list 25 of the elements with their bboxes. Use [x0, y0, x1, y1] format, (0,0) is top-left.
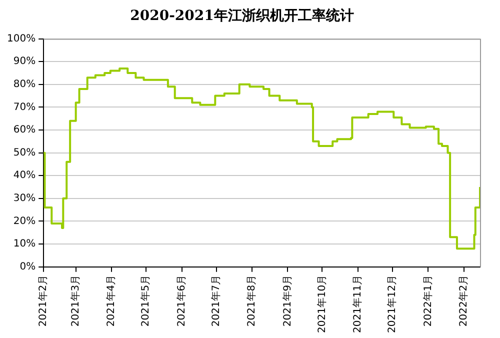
- chart-title: 2020-2021年江浙织机开工率统计: [130, 7, 354, 24]
- x-tick-label: 2021年8月: [246, 274, 258, 327]
- x-tick-label: 2021年7月: [210, 274, 222, 327]
- y-tick-label: 50%: [13, 147, 36, 158]
- x-tick-label: 2021年2月: [37, 274, 50, 327]
- y-tick-label: 80%: [13, 79, 36, 90]
- y-tick-label: 20%: [13, 216, 36, 227]
- y-tick-label: 60%: [13, 124, 36, 136]
- x-tick-label: 2021年10月: [316, 274, 328, 334]
- x-tick-label: 2021年12月: [386, 274, 398, 334]
- x-tick-label: 2021年6月: [175, 274, 188, 327]
- y-tick-label: 100%: [6, 33, 36, 44]
- x-tick-label: 2021年3月: [69, 274, 82, 327]
- y-tick-label: 0%: [20, 261, 36, 272]
- x-tick-label: 2022年1月: [422, 274, 434, 327]
- y-tick-label: 10%: [13, 238, 36, 250]
- x-tick-label: 2021年5月: [140, 274, 152, 327]
- x-tick-label: 2021年4月: [105, 274, 118, 327]
- x-tick-label: 2022年2月: [457, 274, 470, 327]
- y-tick-label: 40%: [13, 170, 36, 182]
- x-tick-label: 2021年9月: [281, 274, 294, 327]
- y-tick-label: 70%: [13, 102, 36, 113]
- y-tick-label: 30%: [13, 193, 36, 204]
- x-tick-label: 2021年11月: [352, 274, 364, 334]
- y-tick-label: 90%: [13, 56, 36, 68]
